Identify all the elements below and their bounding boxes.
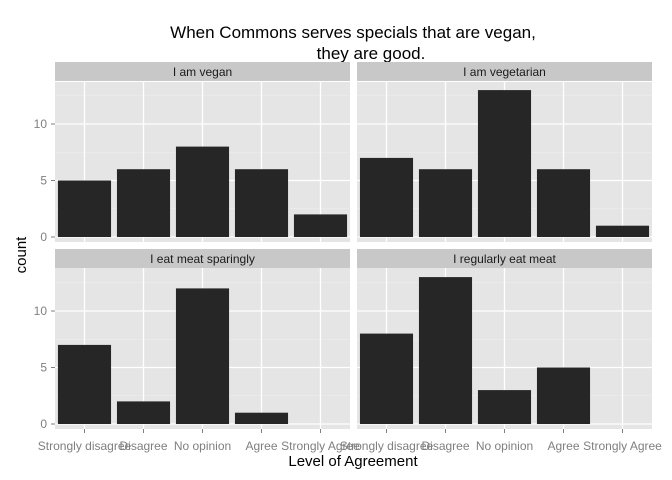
facet-1-bar bbox=[175, 146, 230, 237]
facet-4-strip-label: I regularly eat meat bbox=[453, 252, 556, 266]
x-tick-label: Agree bbox=[547, 439, 579, 453]
y-tick-label: 0 bbox=[40, 417, 47, 431]
facet-3-bar bbox=[175, 288, 230, 424]
facet-3-bar bbox=[234, 412, 289, 424]
facet-2-bar bbox=[477, 90, 532, 237]
facet-4-strip bbox=[357, 249, 652, 268]
facet-4-bar bbox=[536, 367, 591, 424]
facet-4-bar bbox=[477, 390, 532, 424]
x-tick-label: Strongly Agree bbox=[583, 439, 662, 453]
facet-1: I am vegan 0 5 10 bbox=[34, 62, 350, 244]
facet-3-bar bbox=[57, 344, 112, 424]
facet-1-bar bbox=[234, 169, 289, 237]
facet-2-bar bbox=[359, 157, 414, 237]
chart-title-line-1: When Commons serves specials that are ve… bbox=[170, 23, 536, 42]
x-tick-label: No opinion bbox=[174, 439, 231, 453]
facet-2-bar bbox=[536, 169, 591, 237]
y-tick-label: 10 bbox=[34, 117, 48, 131]
chart-title-line-2: they are good. bbox=[317, 44, 426, 63]
y-tick-label: 10 bbox=[34, 304, 48, 318]
facet-4-bar bbox=[359, 333, 414, 424]
facet-1-bar bbox=[57, 180, 112, 237]
x-axis-title: Level of Agreement bbox=[288, 453, 418, 470]
x-tick-label: Agree bbox=[245, 439, 277, 453]
facet-2: I am vegetarian bbox=[357, 62, 652, 242]
x-tick-label: Strongly disagree bbox=[340, 439, 434, 453]
facet-2-bar bbox=[595, 225, 650, 237]
x-tick-label: Strongly Agree bbox=[281, 439, 360, 453]
facet-3-strip bbox=[55, 249, 350, 268]
facet-2-bar bbox=[418, 169, 473, 237]
facet-2-strip-label: I am vegetarian bbox=[463, 65, 546, 79]
y-tick-label: 5 bbox=[40, 174, 47, 188]
facet-1-strip bbox=[55, 62, 350, 81]
y-axis-title: count bbox=[13, 236, 30, 274]
facet-3: I eat meat sparingly 0 5 10 Strongly disagre… bbox=[34, 249, 360, 453]
facets-layer: I am vegan 0 5 10 I am vegetarian I eat meat … bbox=[34, 62, 662, 453]
facet-1-strip-label: I am vegan bbox=[173, 65, 232, 79]
facet-1-bar bbox=[293, 214, 348, 237]
facet-3-strip-label: I eat meat sparingly bbox=[150, 252, 255, 266]
facet-4-bar bbox=[418, 277, 473, 424]
facet-3-bar bbox=[116, 401, 171, 424]
facet-4: I regularly eat meat Strongly disagreeDis… bbox=[340, 249, 662, 453]
facet-1-bar bbox=[116, 169, 171, 237]
y-tick-label: 5 bbox=[40, 361, 47, 375]
x-tick-label: Disagree bbox=[119, 439, 167, 453]
x-tick-label: Strongly disagree bbox=[38, 439, 132, 453]
x-tick-label: Disagree bbox=[421, 439, 469, 453]
x-tick-label: No opinion bbox=[476, 439, 533, 453]
y-tick-label: 0 bbox=[40, 230, 47, 244]
facet-2-strip bbox=[357, 62, 652, 81]
